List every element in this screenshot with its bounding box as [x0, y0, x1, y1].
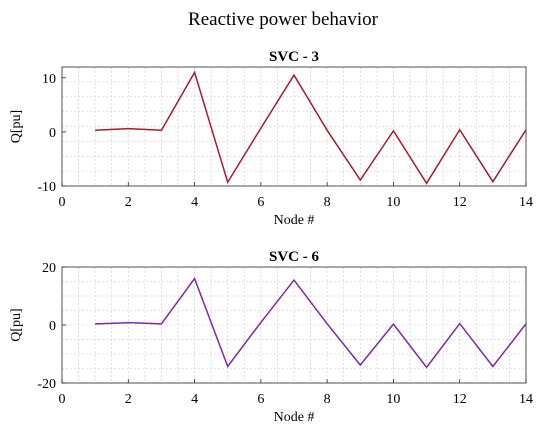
axes-frame	[61, 66, 527, 187]
x-tick-label: 2	[125, 195, 132, 210]
x-tick-label: 4	[191, 195, 198, 210]
y-tick-label: 10	[42, 72, 56, 87]
x-tick-label: 0	[59, 392, 66, 407]
x-tick-label: 10	[386, 195, 400, 210]
x-tick-label: 6	[257, 195, 264, 210]
x-tick-label: 12	[453, 195, 467, 210]
y-tick-label: 20	[42, 261, 56, 276]
x-tick-label: 14	[519, 195, 533, 210]
figure-title: Reactive power behavior	[188, 9, 379, 30]
y-tick-label: -10	[37, 180, 56, 195]
x-tick-label: 8	[324, 195, 331, 210]
subplot-title: SVC - 3	[269, 49, 319, 65]
x-tick-label: 10	[386, 392, 400, 407]
y-tick-label: 0	[49, 126, 56, 141]
x-tick-label: 0	[59, 195, 66, 210]
x-tick-label: 12	[453, 392, 467, 407]
subplot-title: SVC - 6	[269, 249, 320, 265]
y-axis-label: Q[pu]	[9, 308, 24, 341]
x-tick-label: 2	[125, 392, 132, 407]
x-axis-label: Node #	[274, 213, 315, 228]
x-tick-label: 6	[257, 392, 264, 407]
x-tick-label: 14	[519, 392, 533, 407]
x-tick-label: 8	[324, 392, 331, 407]
y-axis-label: Q[pu]	[9, 110, 24, 143]
y-tick-label: 0	[49, 319, 56, 334]
y-tick-label: -20	[37, 377, 56, 392]
x-axis-label: Node #	[274, 410, 315, 425]
x-tick-label: 4	[191, 392, 198, 407]
series-line	[95, 277, 527, 369]
series-line	[95, 70, 527, 185]
